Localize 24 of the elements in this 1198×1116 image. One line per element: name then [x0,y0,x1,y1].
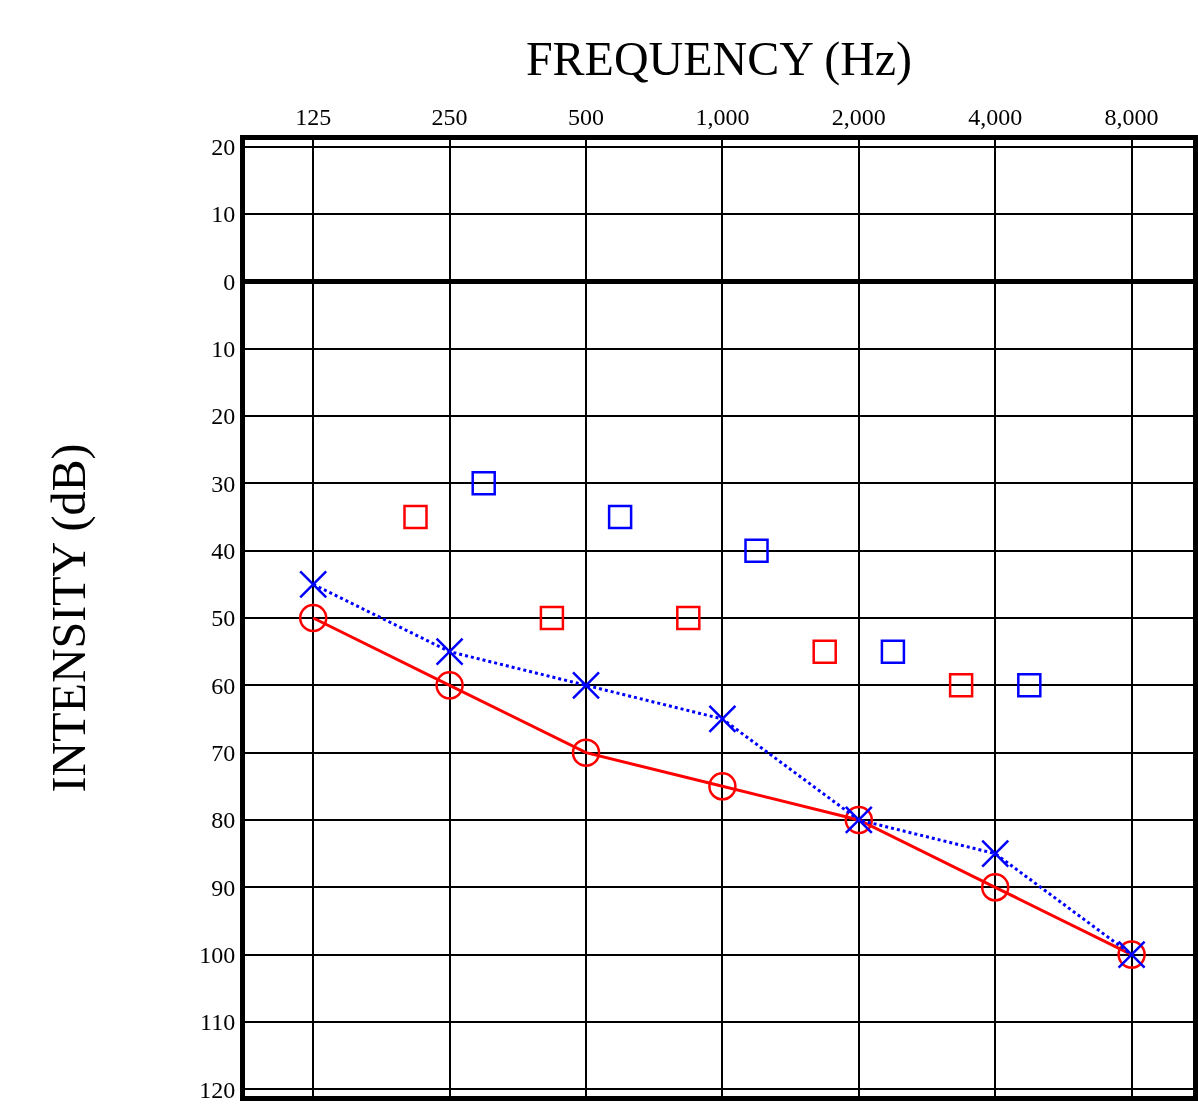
y-tick-label: 70 [211,740,236,767]
y-tick-label: 60 [211,672,236,699]
y-axis-title: INTENSITY (dB) [41,443,96,793]
x-tick-label: 125 [295,104,332,131]
y-tick-label: 10 [211,336,236,363]
y-tick-label: 110 [200,1009,236,1036]
x-axis-title: FREQUENCY (Hz) [525,32,913,87]
x-tick-label: 500 [568,104,605,131]
y-tick-label: 0 [223,268,236,295]
x-tick-label: 4,000 [968,104,1023,131]
x-tick-label: 1,000 [695,104,750,131]
y-tick-label: 50 [211,605,236,632]
y-tick-label: 90 [211,874,236,901]
y-tick-label: 20 [211,403,236,430]
x-tick-label: 2,000 [831,104,886,131]
x-tick-label: 8,000 [1104,104,1159,131]
y-tick-label: 80 [211,807,236,834]
y-tick-label: 120 [199,1076,236,1103]
y-tick-label: 30 [211,470,236,497]
y-tick-label: 100 [199,942,236,969]
y-tick-label: 40 [211,538,236,565]
y-tick-label: 20 [211,134,236,161]
x-tick-label: 250 [431,104,468,131]
y-tick-label: 10 [211,201,236,228]
